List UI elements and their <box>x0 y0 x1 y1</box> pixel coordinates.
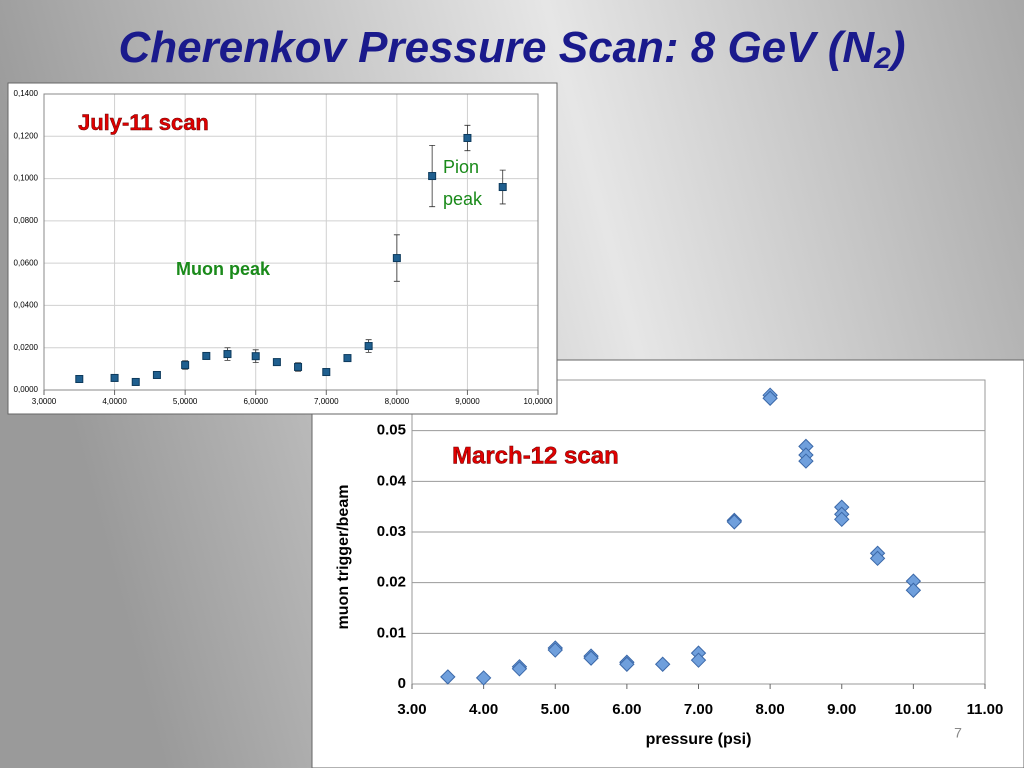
y-tick-label: 0,0800 <box>14 216 39 225</box>
data-point <box>463 133 472 142</box>
plot-frame <box>43 93 539 391</box>
x-tick-label: 8.00 <box>756 701 785 718</box>
x-tick-label: 9,0000 <box>455 397 480 406</box>
y-tick-label: 0,1000 <box>14 174 39 183</box>
annotation-line: Pion <box>443 157 479 177</box>
data-point <box>223 350 232 359</box>
data-point <box>251 352 260 361</box>
data-point <box>440 669 456 685</box>
data-point <box>75 375 84 384</box>
x-tick-label: 3.00 <box>397 701 426 718</box>
y-tick-label: 0,0000 <box>14 385 39 394</box>
y-tick-label: 0.04 <box>377 472 407 489</box>
data-point <box>272 358 281 367</box>
chart-box <box>311 359 1024 768</box>
title-end: ) <box>887 23 906 72</box>
x-tick-label: 4.00 <box>469 701 498 718</box>
y-tick-label: 0,1400 <box>14 89 39 98</box>
chart-title: July-11 scan <box>78 110 209 135</box>
x-tick-label: 10.00 <box>895 701 933 718</box>
chart-title: March-12 scan <box>452 442 619 469</box>
x-tick-label: 5,0000 <box>173 397 198 406</box>
data-point <box>202 351 211 360</box>
title-sub: 2 <box>873 42 891 75</box>
slide-title: Cherenkov Pressure Scan: 8 GeV (N2) <box>119 23 906 75</box>
y-tick-label: 0,1200 <box>14 131 39 140</box>
data-point <box>322 368 331 377</box>
data-point <box>834 511 850 528</box>
data-point <box>511 661 528 677</box>
data-point <box>475 670 492 686</box>
y-axis-label: muon trigger/beam <box>335 485 352 630</box>
data-point <box>583 650 599 666</box>
data-point <box>547 642 563 658</box>
x-axis-label: pressure (psi) <box>646 731 752 748</box>
x-tick-label: 9.00 <box>827 701 856 718</box>
y-tick-label: 0.01 <box>377 624 406 641</box>
x-tick-label: 7,0000 <box>314 397 339 406</box>
x-tick-label: 8,0000 <box>385 397 410 406</box>
data-point <box>498 183 507 192</box>
data-point <box>110 373 119 382</box>
x-tick-label: 11.00 <box>967 701 1004 718</box>
x-tick-label: 5.00 <box>541 701 570 718</box>
x-tick-label: 10,0000 <box>524 397 553 406</box>
data-point <box>294 362 303 371</box>
data-point <box>619 656 635 672</box>
y-tick-label: 0.03 <box>377 523 406 540</box>
y-tick-label: 0,0600 <box>14 258 39 267</box>
data-point <box>364 342 373 351</box>
annotation: Pion peak <box>443 157 483 209</box>
data-point <box>131 377 140 386</box>
data-point <box>762 390 778 406</box>
data-point <box>905 582 922 598</box>
title-main: Cherenkov Pressure Scan: 8 GeV (N <box>119 23 876 72</box>
chart-march: 0 0.01 0.02 0.03 0.04 0.05 3.00 4.00 5.00 6.00 7.0… <box>311 359 1024 768</box>
data-point <box>152 370 161 379</box>
x-tick-label: 4,0000 <box>102 397 127 406</box>
y-tick-label: 0.05 <box>377 422 406 439</box>
page-number: 7 <box>954 725 962 741</box>
data-point <box>343 354 352 363</box>
x-tick-label: 3,0000 <box>32 397 57 406</box>
data-point <box>869 550 886 567</box>
data-point <box>392 254 401 263</box>
data-point <box>798 453 814 469</box>
y-tick-label: 0,0200 <box>14 343 39 352</box>
x-tick-label: 6,0000 <box>243 397 268 406</box>
data-point <box>726 514 743 530</box>
data-point <box>428 172 437 181</box>
y-tick-label: 0,0400 <box>14 301 39 310</box>
data-point <box>690 652 707 668</box>
y-tick-label: 0 <box>398 675 406 692</box>
data-point <box>654 656 671 672</box>
data-point <box>181 361 190 370</box>
x-tick-label: 6.00 <box>612 701 641 718</box>
y-tick-label: 0.02 <box>377 574 406 591</box>
x-tick-label: 7.00 <box>684 701 713 718</box>
chart-july: 0,0000 0,0200 0,0400 0,0600 0,0800 0,1000 0,12… <box>7 82 558 415</box>
annotation-line: peak <box>443 189 483 209</box>
annotation: Muon peak <box>176 259 271 279</box>
